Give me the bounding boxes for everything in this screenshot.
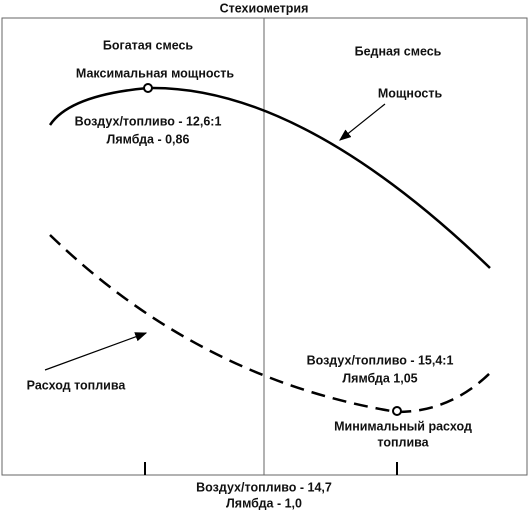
label: Воздух/топливо - 14,7 [196,480,332,494]
title: Стехиометрия [220,1,309,15]
label: Воздух/топливо - 12,6:1 [75,114,222,128]
power-peak [143,83,153,93]
zone-label: Бедная смесь [355,44,442,58]
fuel-min [392,406,402,416]
label: топлива [377,435,429,449]
fuel-arrow [44,332,148,371]
label: Минимальный расход [334,419,472,433]
label: Лямбда 1,05 [342,371,417,385]
label: Мощность [378,86,443,100]
label: Расход топлива [27,378,127,392]
label: Лямбда - 0,86 [107,132,190,146]
fuel-curve [49,234,491,414]
label: Воздух/топливо - 15,4:1 [307,353,454,367]
label: Лямбда - 1,0 [226,496,302,510]
label: Максимальная мощность [76,66,235,80]
zone-label: Богатая смесь [103,38,194,52]
power-arrow [339,103,386,141]
power-curve [48,86,491,269]
